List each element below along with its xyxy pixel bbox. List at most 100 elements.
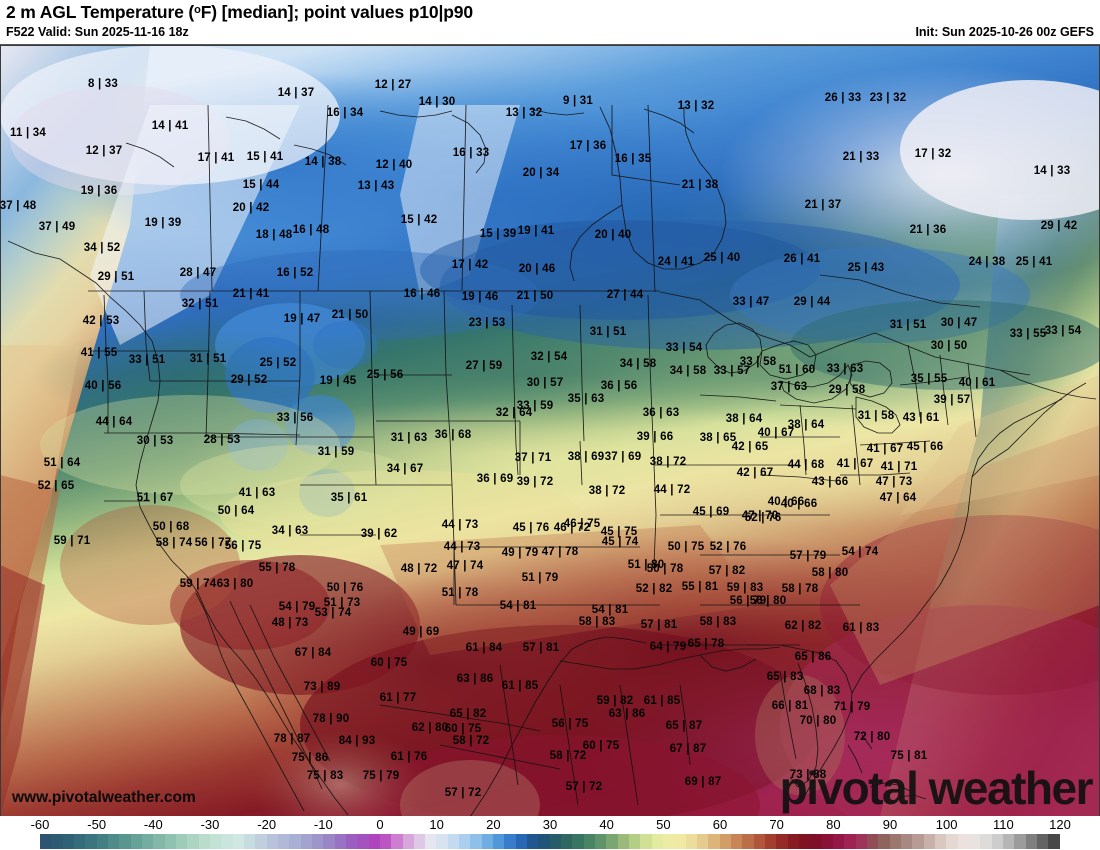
colorbar-segment <box>368 834 380 849</box>
colorbar-tick: 10 <box>429 817 444 832</box>
colorbar-segment <box>504 834 516 849</box>
colorbar-segment <box>243 834 256 849</box>
init-time-label: Init: Sun 2025-10-26 00z GEFS <box>915 25 1094 39</box>
colorbar-segment <box>1014 834 1026 849</box>
colorbar-segment <box>255 834 267 849</box>
colorbar-tick: 30 <box>542 817 558 832</box>
header: 2 m AGL Temperature (oF) [median]; point… <box>0 0 1100 44</box>
colorbar-segment <box>425 834 437 849</box>
colorbar-tick: 110 <box>992 817 1014 832</box>
colorbar-segment <box>436 834 448 849</box>
colorbar-tick: -40 <box>143 817 163 832</box>
colorbar-segment <box>957 834 969 849</box>
colorbar-tick: 40 <box>599 817 614 832</box>
colorbar-segment <box>175 834 188 849</box>
colorbar-segment <box>946 834 958 849</box>
colorbar-segment <box>697 834 709 849</box>
colorbar-segment <box>923 834 935 849</box>
colorbar-segment <box>51 834 63 849</box>
colorbar-segment <box>708 834 720 849</box>
colorbar-segment <box>991 834 1003 849</box>
colorbar-segment <box>595 834 607 849</box>
colorbar-gradient <box>40 834 1060 849</box>
colorbar-segment <box>289 834 301 849</box>
colorbar-segment <box>810 834 822 849</box>
colorbar-segment <box>334 834 346 849</box>
colorbar-segment <box>96 834 108 849</box>
colorbar-segment <box>141 834 154 849</box>
colorbar-segment <box>663 834 675 849</box>
colorbar-segment <box>765 834 777 849</box>
colorbar-tick: 70 <box>769 817 784 832</box>
colorbar-segment <box>311 834 324 849</box>
degree-symbol: o <box>194 4 201 16</box>
colorbar-tick: -10 <box>313 817 333 832</box>
colorbar-segment <box>345 834 358 849</box>
colorbar-tick: -60 <box>30 817 50 832</box>
colorbar-segment <box>493 834 505 849</box>
colorbar-tick: 60 <box>712 817 728 832</box>
colorbar-tick: -20 <box>257 817 277 832</box>
colorbar-segment <box>402 834 414 849</box>
colorbar-segment <box>934 834 947 849</box>
colorbar-segment <box>481 834 494 849</box>
colorbar-segment <box>379 834 392 849</box>
colorbar-segment <box>549 834 562 849</box>
colorbar-segment <box>561 834 573 849</box>
colorbar-segment <box>832 834 845 849</box>
colorbar-segment <box>731 834 743 849</box>
colorbar-segment <box>685 834 698 849</box>
colorbar-segment <box>629 834 641 849</box>
colorbar-segment <box>912 834 924 849</box>
colorbar-segment <box>413 834 426 849</box>
colorbar-segment <box>878 834 890 849</box>
colorbar-tick: 100 <box>935 817 958 832</box>
colorbar-segment <box>787 834 799 849</box>
colorbar-segment <box>1048 834 1060 849</box>
colorbar-segment <box>40 834 52 849</box>
map-canvas[interactable]: 8 | 33 11 | 34 12 | 37 14 | 41 14 | 37 12 | 2… <box>0 44 1100 817</box>
colorbar-segment <box>980 834 992 849</box>
pivotal-weather-watermark: pivotal weather <box>780 765 1094 811</box>
colorbar-tick: 0 <box>376 817 384 832</box>
colorbar-segment <box>572 834 584 849</box>
colorbar-segment <box>119 834 131 849</box>
page-title-text: 2 m AGL Temperature ( <box>6 2 195 22</box>
colorbar-segment <box>62 834 74 849</box>
colorbar-segment <box>606 834 618 849</box>
colorbar-segment <box>209 834 222 849</box>
colorbar-segment <box>719 834 732 849</box>
colorbar-segment <box>300 834 312 849</box>
colorbar-segment <box>674 834 686 849</box>
valid-time-label: F522 Valid: Sun 2025-11-16 18z <box>6 25 189 39</box>
temperature-field <box>0 45 1100 817</box>
colorbar-segment <box>221 834 233 849</box>
colorbar-segment <box>1036 834 1049 849</box>
colorbar-tick: -30 <box>200 817 220 832</box>
colorbar-segment <box>742 834 754 849</box>
colorbar-segment <box>277 834 290 849</box>
colorbar-segment <box>85 834 97 849</box>
colorbar-segment <box>753 834 765 849</box>
colorbar-segment <box>617 834 630 849</box>
colorbar-segment <box>798 834 811 849</box>
colorbar-tick: 20 <box>486 817 501 832</box>
colorbar-segment <box>1002 834 1015 849</box>
colorbar-segment <box>855 834 867 849</box>
colorbar-tick: 90 <box>882 817 898 832</box>
colorbar-tick: 50 <box>656 817 671 832</box>
colorbar-segment <box>459 834 471 849</box>
colorbar-tick-labels: -60 -50 -40 -30 -20 -10 0 10 20 30 40 50 60 70 80 90 100… <box>0 816 1100 833</box>
colorbar-segment <box>1025 834 1037 849</box>
colorbar-tick: 120 <box>1049 817 1071 832</box>
colorbar-segment <box>323 834 335 849</box>
colorbar-segment <box>391 834 403 849</box>
colorbar-segment <box>232 834 244 849</box>
colorbar-segment <box>266 834 278 849</box>
colorbar-segment <box>776 834 788 849</box>
colorbar-segment <box>515 834 528 849</box>
colorbar-segment <box>866 834 879 849</box>
colorbar-segment <box>130 834 142 849</box>
colorbar-segment <box>640 834 652 849</box>
geography-outlines <box>7 104 1097 817</box>
